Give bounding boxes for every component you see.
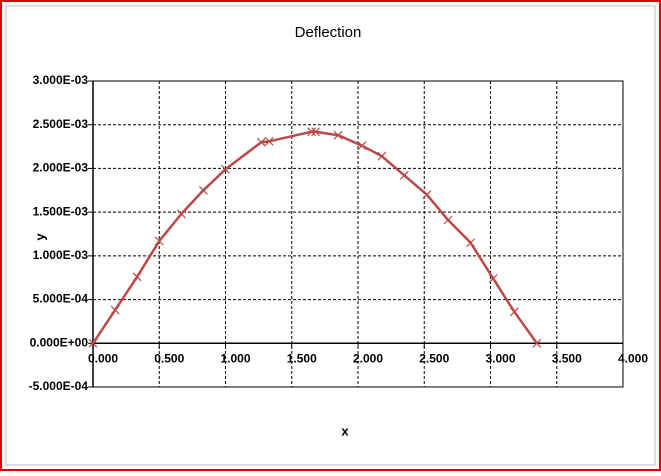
y-tick-label: 1.000E-03 <box>33 248 89 262</box>
y-tick-label: 0.000E+00 <box>30 335 89 349</box>
data-marker <box>377 151 387 161</box>
y-tick-label: 2.500E-03 <box>33 117 89 131</box>
x-tick-label: 3.500 <box>552 351 582 365</box>
data-marker <box>357 141 367 151</box>
data-marker <box>88 338 98 348</box>
y-tick-label: 1.500E-03 <box>33 204 89 218</box>
data-marker <box>221 164 230 174</box>
data-marker <box>509 307 519 317</box>
x-tick-label: 1.500 <box>287 351 317 365</box>
data-marker <box>176 209 186 219</box>
x-axis-label: x <box>341 423 349 438</box>
data-marker <box>110 305 120 315</box>
data-marker <box>443 215 453 225</box>
y-axis-label: y <box>32 233 47 241</box>
x-tick-label: 0.000 <box>88 351 118 365</box>
data-marker <box>307 127 317 137</box>
data-marker <box>132 272 142 282</box>
x-tick-label: 2.500 <box>419 351 449 365</box>
y-tick-label: 3.000E-03 <box>33 73 89 87</box>
data-marker <box>154 236 164 246</box>
x-tick-label: 1.000 <box>220 351 250 365</box>
x-tick-label: 0.500 <box>154 351 184 365</box>
data-marker <box>466 238 476 248</box>
chart-title: Deflection <box>295 24 362 41</box>
data-marker <box>311 127 321 137</box>
x-tick-label: 4.000 <box>618 351 648 365</box>
data-marker <box>399 170 409 180</box>
data-marker <box>532 338 542 348</box>
data-marker <box>488 274 498 284</box>
x-tick-label: 3.000 <box>485 351 515 365</box>
data-marker <box>256 137 266 147</box>
data-marker <box>198 185 208 195</box>
data-marker <box>333 130 343 140</box>
x-tick-label: 2.000 <box>353 351 383 365</box>
y-tick-label: -5.000E-04 <box>29 379 89 393</box>
y-tick-label: 2.000E-03 <box>33 161 89 175</box>
data-marker <box>422 190 432 200</box>
data-marker <box>264 136 274 146</box>
y-tick-label: 5.000E-04 <box>33 292 89 306</box>
